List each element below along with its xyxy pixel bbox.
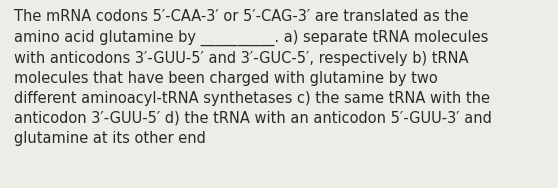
Text: The mRNA codons 5′-CAA-3′ or 5′-CAG-3′ are translated as the
amino acid glutamin: The mRNA codons 5′-CAA-3′ or 5′-CAG-3′ a… — [14, 9, 492, 146]
